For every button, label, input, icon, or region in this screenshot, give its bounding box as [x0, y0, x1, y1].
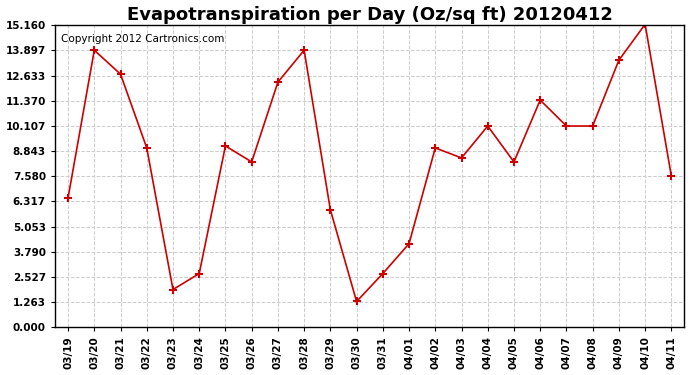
Text: Copyright 2012 Cartronics.com: Copyright 2012 Cartronics.com: [61, 34, 225, 44]
Title: Evapotranspiration per Day (Oz/sq ft) 20120412: Evapotranspiration per Day (Oz/sq ft) 20…: [127, 6, 613, 24]
